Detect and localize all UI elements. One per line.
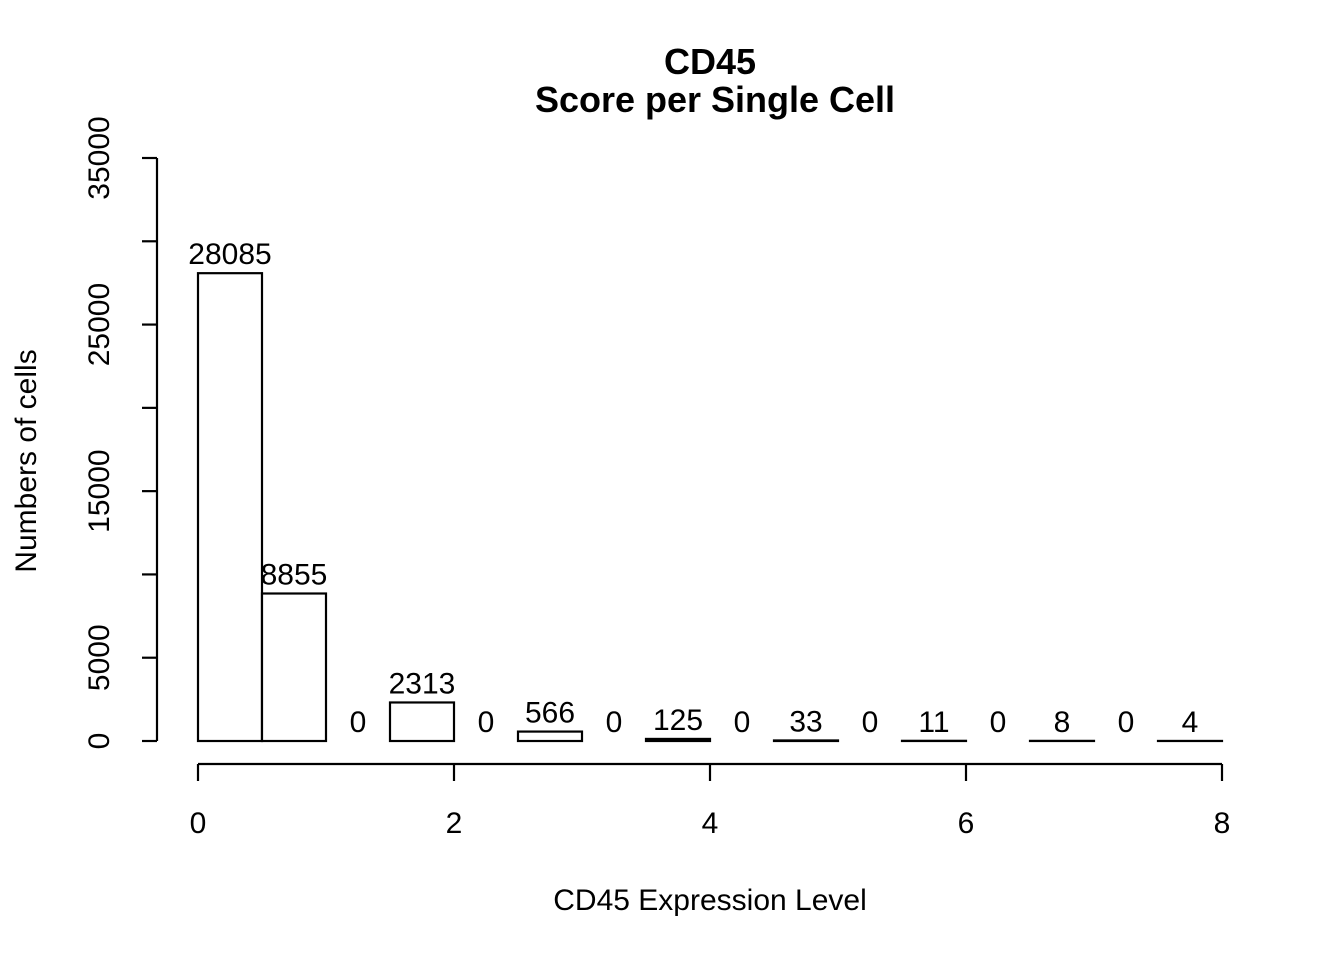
histogram-bar [388,701,456,743]
bar-value-label: 0 [862,706,879,739]
bar-value-label: 8855 [261,559,328,592]
chart-title: CD45 [664,41,756,82]
bar-value-label: 0 [734,706,751,739]
bar-value-label: 0 [1118,706,1135,739]
histogram-bar [516,730,584,743]
histogram-bar [196,272,264,743]
y-tick-label: 0 [83,733,116,750]
y-tick-label: 5000 [83,624,116,691]
histogram-bar [644,737,712,743]
bar-value-label: 11 [918,706,949,739]
y-tick-label: 25000 [83,283,116,366]
y-tick-label: 15000 [83,449,116,532]
bar-value-label: 0 [990,706,1007,739]
chart-subtitle: Score per Single Cell [535,79,895,120]
y-tick-label: 35000 [83,116,116,199]
bar-value-label: 2313 [389,667,456,700]
x-axis-label: CD45 Expression Level [553,884,867,917]
x-tick-label: 2 [446,807,463,840]
bar-value-label: 33 [789,705,822,738]
bar-value-label: 0 [350,706,367,739]
x-axis: 0 2 4 6 8 [190,762,1231,840]
data-labels-group: 28085 8855 0 2313 0 566 0 125 0 33 0 11 0 8 0 4 [188,238,1198,739]
bar-value-label: 8 [1054,706,1071,739]
bar-value-label: 0 [478,706,495,739]
x-tick-label: 6 [958,807,975,840]
x-tick-label: 4 [702,807,719,840]
histogram-bar [772,739,840,743]
bar-value-label: 125 [653,704,703,737]
bar-value-label: 28085 [188,238,271,271]
x-tick-label: 8 [1214,807,1231,840]
y-axis: 0 5000 15000 25000 35000 [83,116,159,750]
y-axis-label: Numbers of cells [10,349,43,572]
bar-value-label: 0 [606,706,623,739]
histogram-bar [260,592,328,743]
bar-value-label: 566 [525,697,575,730]
bars-group [196,272,1224,743]
x-tick-label: 0 [190,807,207,840]
bar-value-label: 4 [1182,706,1199,739]
